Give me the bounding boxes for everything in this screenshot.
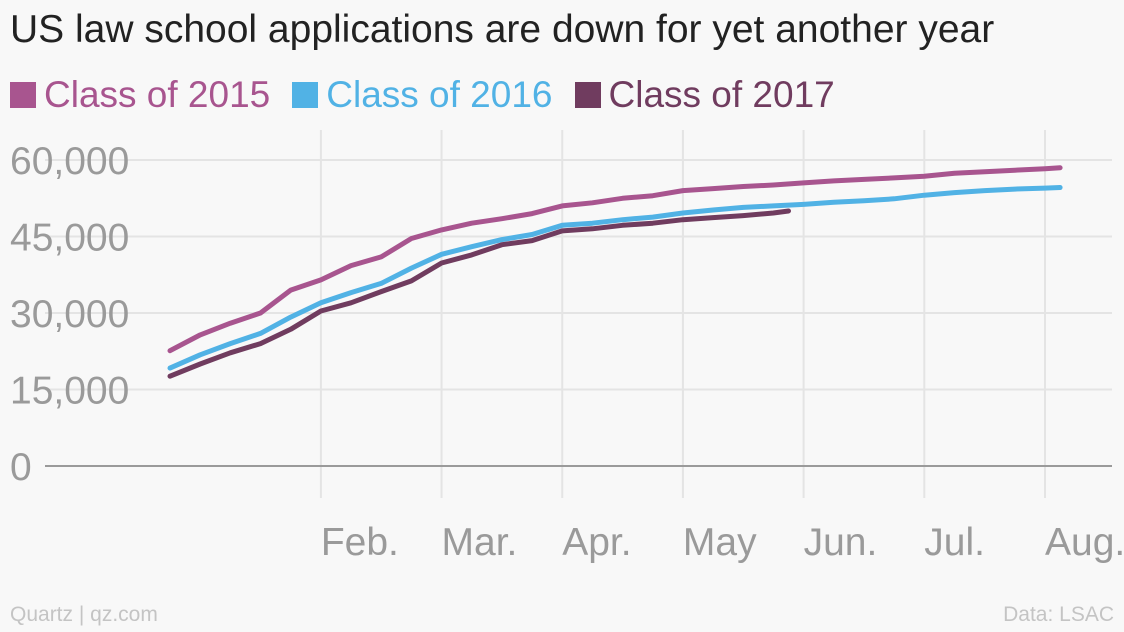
y-tick-label: 45,000	[10, 217, 129, 260]
legend-swatch-2015	[10, 82, 36, 108]
legend-label-2015: Class of 2015	[44, 74, 271, 115]
y-tick-label: 15,000	[10, 370, 129, 413]
legend-item-class-2017: Class of 2017	[574, 74, 835, 116]
series-line-class-of-2015	[167, 165, 1063, 354]
legend: Class of 2015 Class of 2016 Class of 201…	[10, 74, 835, 116]
y-tick-label: 0	[10, 446, 32, 489]
y-tick-label: 60,000	[10, 140, 129, 183]
chart-title: US law school applications are down for …	[10, 8, 995, 51]
legend-item-class-2015: Class of 2015	[10, 74, 270, 116]
x-tick-label: Jul.	[924, 521, 985, 564]
y-tick-label: 30,000	[10, 293, 129, 336]
footer-source-right: Data: LSAC	[1003, 603, 1114, 626]
x-tick-label: May	[683, 521, 757, 564]
legend-swatch-2017	[574, 82, 601, 108]
x-tick-label: Jun.	[804, 521, 878, 564]
legend-swatch-2016	[292, 82, 319, 108]
legend-item-class-2016: Class of 2016	[292, 74, 553, 116]
x-tick-label: Mar.	[442, 521, 518, 564]
series-line-class-of-2016	[167, 185, 1063, 371]
x-tick-label: Feb.	[321, 521, 399, 564]
footer-source-left: Quartz | qz.com	[10, 603, 158, 626]
legend-label-2016: Class of 2016	[326, 74, 553, 115]
legend-label-2017: Class of 2017	[608, 74, 835, 115]
series-line-class-of-2017	[167, 208, 791, 379]
x-tick-label: Aug.	[1045, 521, 1124, 564]
x-tick-label: Apr.	[562, 521, 631, 564]
